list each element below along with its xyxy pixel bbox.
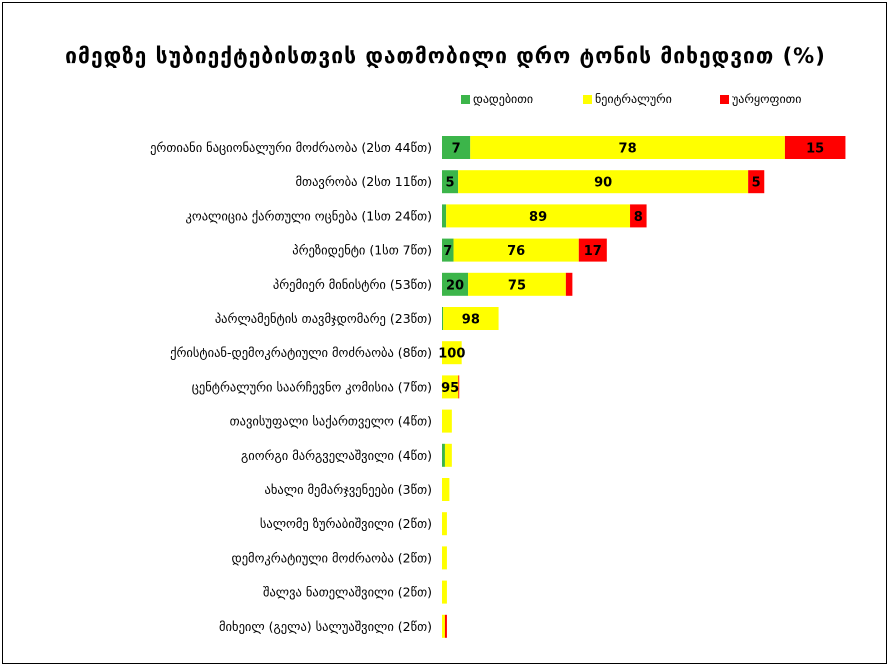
bar-segment bbox=[468, 272, 566, 296]
bar-segment bbox=[442, 580, 447, 604]
chart-title: იმედზე სუბიექტებისთვის დათმობილი დრო ტონ… bbox=[65, 44, 826, 68]
bar-segment bbox=[442, 170, 459, 194]
bar-segment bbox=[630, 204, 647, 228]
category-label: ახალი მემარჯვენეები (3წთ) bbox=[265, 482, 432, 497]
category-label: სალომე ზურაბიშვილი (2წთ) bbox=[260, 516, 432, 531]
category-label: ქრისტიან-დემოკრატიული მოძრაობა (8წთ) bbox=[170, 345, 432, 360]
bar-segment bbox=[565, 272, 573, 296]
legend-label-neutral: ნეიტრალური bbox=[595, 92, 672, 106]
bar-segment bbox=[442, 512, 447, 536]
category-label: ცენტრალური საარჩევნო კომისია (7წთ) bbox=[192, 379, 432, 394]
bar-segment bbox=[442, 238, 454, 262]
category-label: თავისუფალი საქართველო (4წთ) bbox=[230, 414, 432, 429]
category-label: კოალიცია ქართული ოცნება (1სთ 24წთ) bbox=[186, 208, 433, 223]
category-label: დემოკრატიული მოძრაობა (2წთ) bbox=[231, 550, 432, 565]
bar-segment bbox=[442, 443, 445, 467]
data-label: 98 bbox=[462, 313, 480, 328]
bar-segment bbox=[442, 375, 459, 399]
data-label: 100 bbox=[438, 347, 465, 362]
legend-item-neutral: ნეიტრალური bbox=[583, 91, 672, 107]
bar-segment bbox=[442, 204, 447, 228]
bar-segment bbox=[578, 238, 607, 262]
bar-segment bbox=[446, 204, 631, 228]
data-label: 90 bbox=[594, 176, 612, 191]
data-label: 15 bbox=[806, 142, 824, 157]
category-label: ერთიანი ნაციონალური მოძრაობა (2სთ 44წთ) bbox=[150, 140, 432, 155]
bar-segment bbox=[444, 443, 452, 467]
bar-segment bbox=[442, 307, 444, 330]
legend-swatch-positive bbox=[461, 94, 470, 104]
chart-legend: დადებითი ნეიტრალური უარყოფითი bbox=[0, 91, 891, 107]
bar-segment bbox=[442, 272, 469, 296]
category-label: მთავრობა (2სთ 11წთ) bbox=[296, 174, 432, 189]
category-label: გიორგი მარგველაშვილი (4წთ) bbox=[241, 448, 432, 463]
data-label: 8 bbox=[634, 210, 643, 225]
data-label: 89 bbox=[529, 210, 547, 225]
bar-segment bbox=[784, 136, 846, 159]
data-label: 78 bbox=[619, 142, 637, 157]
data-label: 76 bbox=[507, 244, 525, 259]
data-label: 20 bbox=[446, 278, 464, 293]
bar-segment bbox=[442, 341, 462, 365]
data-label: 7 bbox=[452, 142, 461, 157]
category-label: შალვა ნათელაშვილი (2წთ) bbox=[263, 585, 432, 600]
bar-segment bbox=[458, 375, 460, 399]
bar-segment bbox=[458, 170, 749, 194]
data-label: 5 bbox=[752, 176, 761, 191]
bar-segment bbox=[442, 409, 452, 433]
bar-segment bbox=[442, 546, 447, 570]
legend-swatch-neutral bbox=[583, 94, 592, 104]
legend-label-positive: დადებითი bbox=[473, 92, 534, 106]
category-label: პარლამენტის თავმჯდომარე (23წთ) bbox=[215, 311, 432, 326]
bar-segment bbox=[444, 614, 447, 638]
bar-segment bbox=[453, 238, 579, 262]
legend-item-negative: უარყოფითი bbox=[720, 91, 802, 107]
category-label: მიხეილ (გელა) სალუაშვილი (2წთ) bbox=[219, 619, 432, 634]
data-label: 17 bbox=[584, 244, 602, 259]
bar-segment bbox=[442, 136, 471, 159]
data-label: 95 bbox=[441, 381, 459, 396]
data-label: 5 bbox=[446, 176, 455, 191]
bar-segment bbox=[470, 136, 785, 159]
bar-segment bbox=[443, 307, 499, 330]
legend-swatch-negative bbox=[720, 94, 729, 104]
data-label: 75 bbox=[508, 278, 526, 293]
bar-segment bbox=[442, 478, 450, 501]
legend-item-positive: დადებითი bbox=[461, 91, 533, 107]
category-label: პრეზიდენტი (1სთ 7წთ) bbox=[292, 243, 432, 258]
legend-label-negative: უარყოფითი bbox=[732, 92, 802, 106]
category-label: პრემიერ მინისტრი (53წთ) bbox=[273, 277, 432, 292]
data-label: 7 bbox=[443, 244, 452, 259]
bar-segment bbox=[442, 614, 445, 638]
bar-segment bbox=[748, 170, 765, 194]
